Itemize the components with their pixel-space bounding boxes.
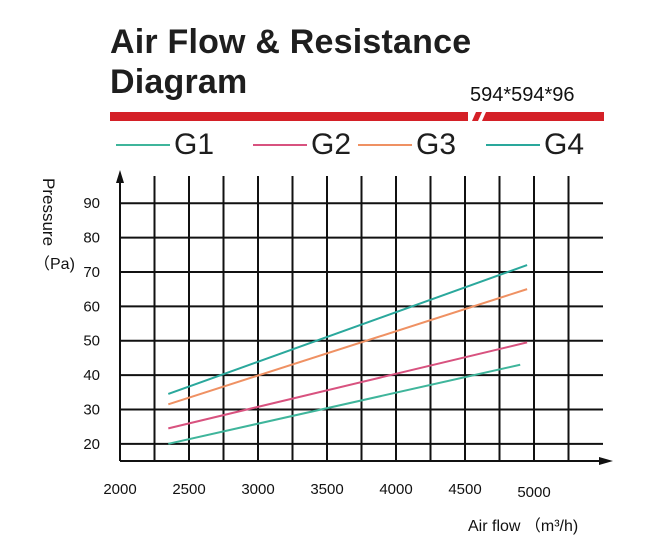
series-line-g3 xyxy=(167,288,528,406)
y-tick-label: 60 xyxy=(83,298,100,315)
series-line-g2 xyxy=(168,341,528,430)
y-tick-label: 80 xyxy=(83,230,100,247)
x-tick-label: 2000 xyxy=(103,481,136,498)
y-axis-title: Pressure xyxy=(39,178,58,247)
x-tick-label: 5000 xyxy=(517,484,550,501)
x-tick-label: 3500 xyxy=(310,481,343,498)
x-tick-label: 4500 xyxy=(448,481,481,498)
legend-label-g1: G1 xyxy=(174,128,215,161)
legend-item-g2: G2 xyxy=(253,128,351,162)
legend-label-g4: G4 xyxy=(544,128,585,161)
series-line-g4 xyxy=(167,264,528,395)
legend-item-g1: G1 xyxy=(116,128,214,162)
legend-swatch-g3 xyxy=(358,144,412,146)
y-tick-label: 50 xyxy=(83,333,100,350)
x-tick-label: 2500 xyxy=(172,481,205,498)
chart-title: Air Flow & Resistance Diagram xyxy=(110,22,471,102)
y-tick-label: 30 xyxy=(83,401,100,418)
legend: G1 G2 G3 G4 xyxy=(0,128,650,162)
y-tick-label: 20 xyxy=(83,436,100,453)
y-axis-arrow xyxy=(116,170,124,183)
legend-swatch-g4 xyxy=(486,144,540,146)
legend-label-g3: G3 xyxy=(416,128,457,161)
y-axis-unit: （Pa) xyxy=(34,256,75,274)
x-tick-label: 4000 xyxy=(379,481,412,498)
title-line-1: Air Flow & Resistance xyxy=(110,23,472,61)
size-label: 594*594*96 xyxy=(470,84,575,106)
x-tick-label: 3000 xyxy=(241,481,274,498)
title-underline-bar xyxy=(110,112,604,121)
y-tick-label: 90 xyxy=(83,195,100,212)
y-axis-label: Pressure （Pa) xyxy=(34,178,75,274)
title-line-2: Diagram xyxy=(110,63,248,101)
legend-swatch-g1 xyxy=(116,144,170,146)
legend-swatch-g2 xyxy=(253,144,307,146)
y-tick-label: 40 xyxy=(83,367,100,384)
series-line-g1 xyxy=(168,363,521,445)
x-axis-label: Air flow （m³/h) xyxy=(468,518,579,535)
x-axis-arrow xyxy=(599,457,613,465)
legend-label-g2: G2 xyxy=(311,128,352,161)
legend-item-g4: G4 xyxy=(486,128,584,162)
y-tick-label: 70 xyxy=(83,264,100,281)
legend-item-g3: G3 xyxy=(358,128,456,162)
